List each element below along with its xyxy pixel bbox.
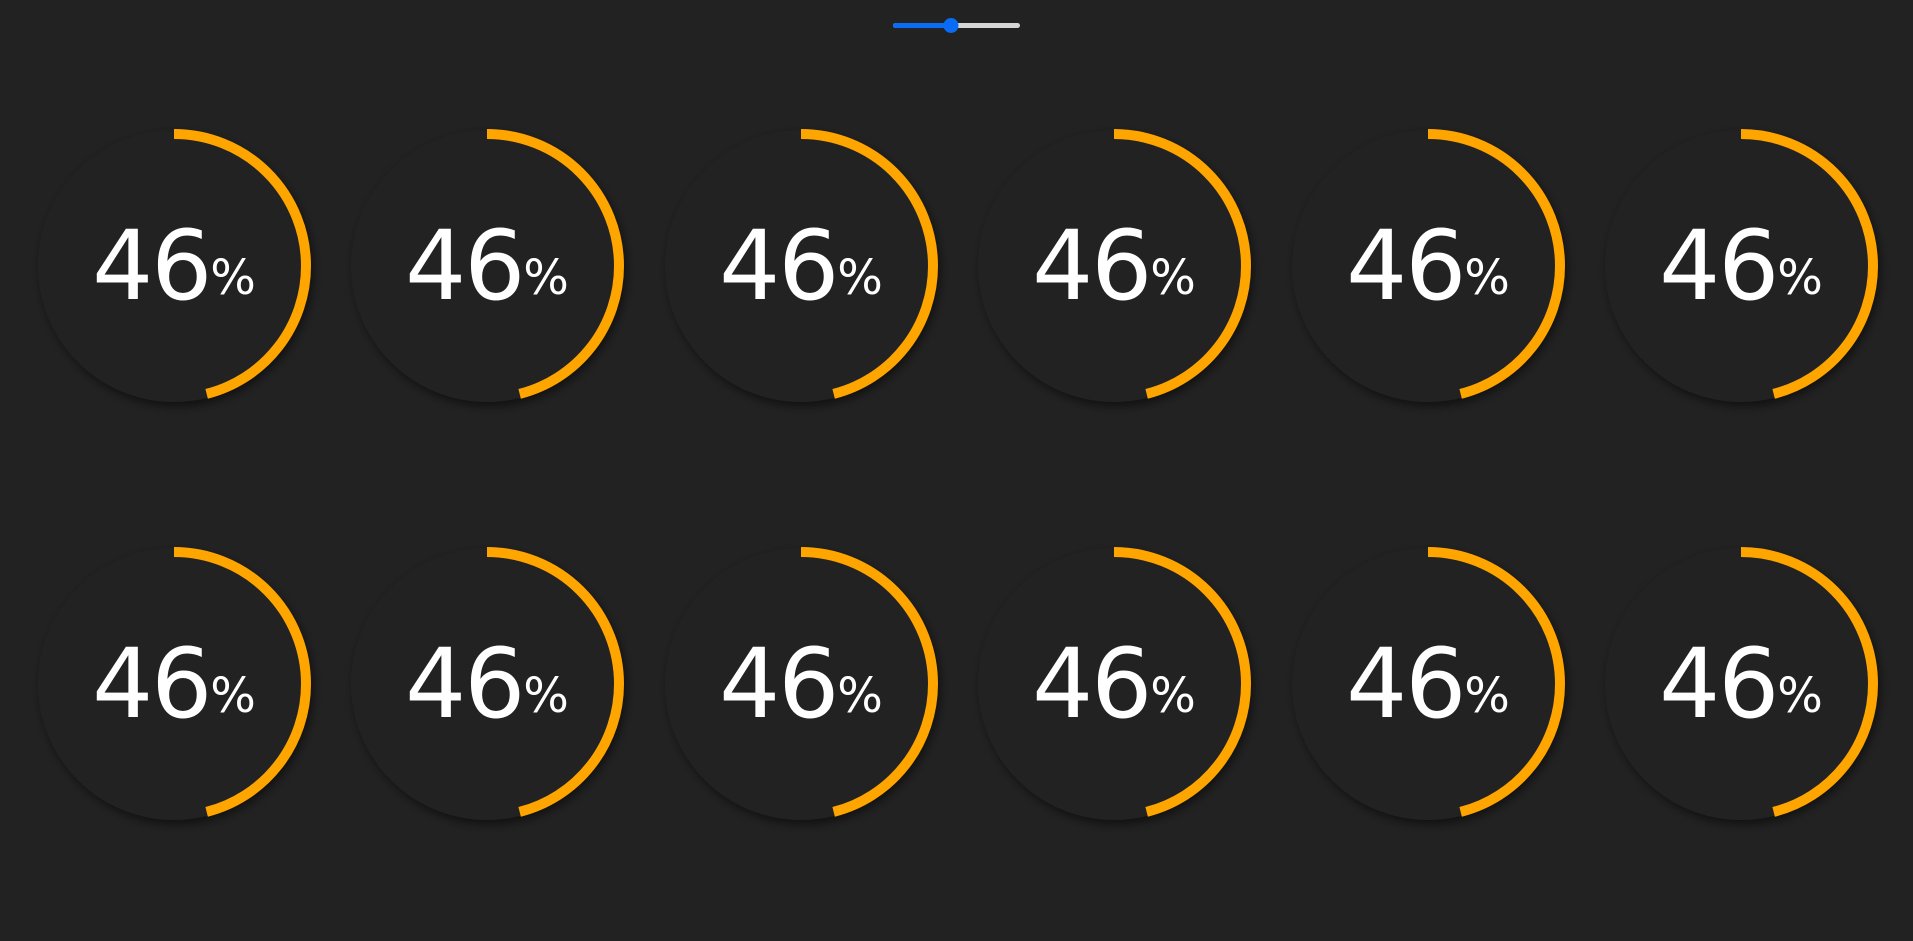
gauge-value: 46 <box>405 210 525 322</box>
gauge-unit: % <box>523 250 569 306</box>
gauge-progress-arc <box>37 547 311 821</box>
gauge-svg <box>977 129 1251 403</box>
gauge-svg <box>664 547 938 821</box>
gauge-unit: % <box>210 668 256 724</box>
gauge-value: 46 <box>1659 210 1779 322</box>
gauge-value: 46 <box>719 628 839 740</box>
slider-fill <box>893 23 952 28</box>
gauge-progress-arc <box>1291 129 1565 403</box>
gauge-readout: 46% <box>1291 547 1565 821</box>
gauge-unit: % <box>837 668 883 724</box>
gauge-unit: % <box>1777 668 1823 724</box>
gauge-value: 46 <box>405 628 525 740</box>
gauge-dial <box>38 130 310 402</box>
gauge-progress-arc <box>1604 547 1878 821</box>
gauge-progress-arc <box>37 129 311 403</box>
gauge-value: 46 <box>92 628 212 740</box>
gauge-readout: 46% <box>664 547 938 821</box>
slider-thumb[interactable] <box>943 18 959 33</box>
value-slider[interactable] <box>893 17 1020 33</box>
gauge-progress-arc <box>977 547 1251 821</box>
gauge-svg <box>37 129 311 403</box>
gauge-readout: 46% <box>350 547 624 821</box>
gauge-dial <box>351 548 623 820</box>
gauge-unit: % <box>523 668 569 724</box>
gauge-readout: 46% <box>977 547 1251 821</box>
gauge-dial <box>665 548 937 820</box>
gauge-svg <box>1604 547 1878 821</box>
gauge-unit: % <box>837 250 883 306</box>
gauge-value: 46 <box>719 210 839 322</box>
progress-gauge: 46% <box>1604 129 1878 403</box>
gauge-svg <box>37 547 311 821</box>
gauge-dial <box>1292 548 1564 820</box>
gauge-progress-arc <box>977 129 1251 403</box>
gauge-dial <box>38 548 310 820</box>
gauge-unit: % <box>1464 250 1510 306</box>
gauge-readout: 46% <box>664 129 938 403</box>
progress-gauge: 46% <box>664 129 938 403</box>
progress-gauge: 46% <box>977 547 1251 821</box>
gauge-readout: 46% <box>1291 129 1565 403</box>
gauge-readout: 46% <box>37 547 311 821</box>
gauge-dial <box>1292 130 1564 402</box>
progress-gauge: 46% <box>1604 547 1878 821</box>
progress-gauge: 46% <box>37 129 311 403</box>
gauge-readout: 46% <box>350 129 624 403</box>
gauge-value: 46 <box>92 210 212 322</box>
gauge-value: 46 <box>1032 628 1152 740</box>
progress-gauge: 46% <box>977 129 1251 403</box>
gauge-dial <box>351 130 623 402</box>
gauge-progress-arc <box>350 547 624 821</box>
gauge-dial <box>665 130 937 402</box>
gauge-unit: % <box>1464 668 1510 724</box>
progress-gauge: 46% <box>1291 547 1565 821</box>
gauge-value: 46 <box>1659 628 1779 740</box>
gauge-value: 46 <box>1346 628 1466 740</box>
gauge-unit: % <box>1777 250 1823 306</box>
progress-gauge: 46% <box>37 547 311 821</box>
gauge-readout: 46% <box>977 129 1251 403</box>
gauge-dial <box>1605 130 1877 402</box>
gauge-progress-arc <box>664 547 938 821</box>
gauge-progress-arc <box>1604 129 1878 403</box>
gauge-dial <box>978 130 1250 402</box>
gauge-unit: % <box>1150 250 1196 306</box>
gauge-svg <box>1291 547 1565 821</box>
gauge-dial <box>1605 548 1877 820</box>
gauge-value: 46 <box>1346 210 1466 322</box>
gauge-readout: 46% <box>37 129 311 403</box>
progress-gauge: 46% <box>1291 129 1565 403</box>
gauge-progress-arc <box>350 129 624 403</box>
progress-gauge: 46% <box>350 547 624 821</box>
gauge-readout: 46% <box>1604 547 1878 821</box>
gauge-unit: % <box>210 250 256 306</box>
gauge-readout: 46% <box>1604 129 1878 403</box>
gauge-value: 46 <box>1032 210 1152 322</box>
gauge-svg <box>1604 129 1878 403</box>
gauge-svg <box>350 547 624 821</box>
gauge-svg <box>664 129 938 403</box>
gauge-svg <box>977 547 1251 821</box>
gauge-svg <box>350 129 624 403</box>
progress-gauge: 46% <box>350 129 624 403</box>
gauge-svg <box>1291 129 1565 403</box>
gauge-dial <box>978 548 1250 820</box>
gauge-unit: % <box>1150 668 1196 724</box>
gauge-progress-arc <box>664 129 938 403</box>
gauge-progress-arc <box>1291 547 1565 821</box>
progress-gauge: 46% <box>664 547 938 821</box>
